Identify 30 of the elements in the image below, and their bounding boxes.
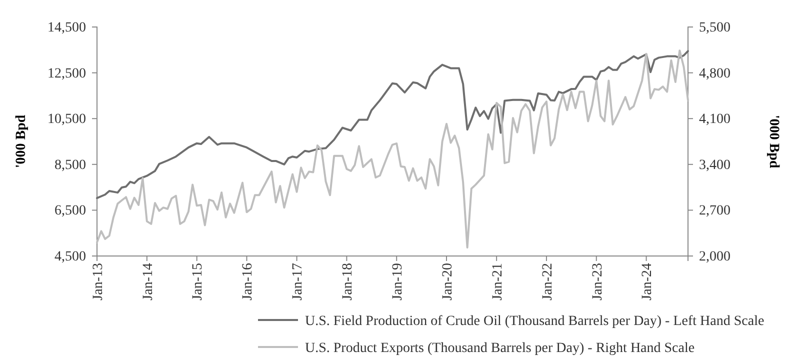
y2-tick-label: 4,800 (699, 66, 730, 82)
x-tick-label: Jan-22 (540, 263, 556, 300)
y2-tick-label: 2,000 (699, 249, 730, 264)
y-tick-label: 14,500 (48, 20, 86, 36)
y2-tick-label: 3,400 (699, 158, 730, 173)
legend-label: U.S. Field Production of Crude Oil (Thousand Barrels per Day) - Left Hand Scale (305, 314, 764, 329)
x-tick-label: Jan-16 (240, 263, 256, 300)
x-tick-label: Jan-17 (290, 263, 306, 300)
x-tick-label: Jan-24 (640, 263, 656, 300)
x-tick-label: Jan-20 (440, 263, 456, 300)
y-axis-title: '000 Bpd (14, 114, 29, 168)
x-tick-label: Jan-13 (90, 263, 106, 300)
y2-tick-label: 2,700 (699, 204, 730, 219)
y-tick-label: 12,500 (48, 66, 86, 82)
y-tick-label: 8,500 (54, 158, 86, 173)
line-series (96, 50, 689, 200)
y2-axis-title: '000 Bpd (766, 114, 781, 168)
x-tick-label: Jan-15 (190, 263, 206, 300)
y2-tick-label: 4,100 (699, 112, 730, 128)
y2-tick-label: 5,500 (699, 20, 730, 36)
x-tick-label: Jan-19 (390, 263, 406, 300)
y-tick-label: 10,500 (48, 112, 86, 128)
y-tick-label: 4,500 (54, 249, 86, 264)
x-tick-label: Jan-23 (590, 263, 606, 300)
x-tick-label: Jan-18 (340, 263, 356, 300)
y-tick-label: 6,500 (54, 204, 86, 219)
x-tick-label: Jan-21 (490, 263, 506, 300)
legend-label: U.S. Product Exports (Thousand Barrels per Day) - Right Hand Scale (305, 340, 695, 356)
line-series (96, 50, 689, 248)
x-tick-label: Jan-14 (140, 263, 156, 300)
